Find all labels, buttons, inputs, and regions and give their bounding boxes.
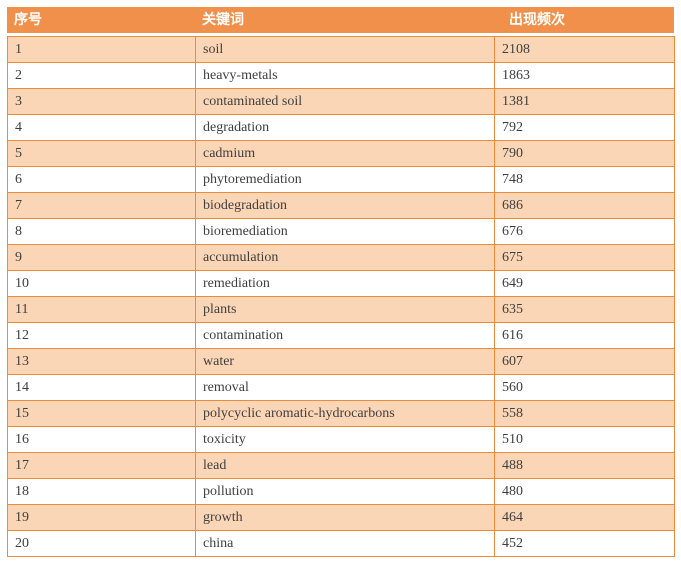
cell-frequency: 616 xyxy=(494,322,675,349)
cell-keyword: heavy-metals xyxy=(195,62,495,89)
cell-index: 7 xyxy=(7,192,196,219)
cell-frequency: 675 xyxy=(494,244,675,271)
cell-frequency: 676 xyxy=(494,218,675,245)
cell-frequency: 792 xyxy=(494,114,675,141)
cell-frequency: 480 xyxy=(494,478,675,505)
table-row: 7 biodegradation 686 xyxy=(7,192,675,219)
cell-index: 9 xyxy=(7,244,196,271)
cell-index: 19 xyxy=(7,504,196,531)
table-row: 3 contaminated soil 1381 xyxy=(7,88,675,115)
cell-index: 1 xyxy=(7,36,196,63)
cell-index: 18 xyxy=(7,478,196,505)
table-row: 4 degradation 792 xyxy=(7,114,675,141)
cell-keyword: toxicity xyxy=(195,426,495,453)
header-index: 序号 xyxy=(14,12,42,28)
table-row: 1 soil 2108 xyxy=(7,36,675,63)
table-row: 18 pollution 480 xyxy=(7,478,675,505)
cell-index: 16 xyxy=(7,426,196,453)
cell-keyword: contaminated soil xyxy=(195,88,495,115)
cell-keyword: contamination xyxy=(195,322,495,349)
cell-index: 4 xyxy=(7,114,196,141)
cell-index: 15 xyxy=(7,400,196,427)
cell-frequency: 635 xyxy=(494,296,675,323)
cell-keyword: biodegradation xyxy=(195,192,495,219)
table-row: 17 lead 488 xyxy=(7,452,675,479)
header-frequency: 出现频次 xyxy=(509,12,565,28)
cell-keyword: lead xyxy=(195,452,495,479)
table-row: 14 removal 560 xyxy=(7,374,675,401)
cell-keyword: growth xyxy=(195,504,495,531)
cell-index: 3 xyxy=(7,88,196,115)
table-row: 15 polycyclic aromatic-hydrocarbons 558 xyxy=(7,400,675,427)
cell-keyword: pollution xyxy=(195,478,495,505)
cell-index: 12 xyxy=(7,322,196,349)
cell-frequency: 790 xyxy=(494,140,675,167)
cell-keyword: bioremediation xyxy=(195,218,495,245)
cell-index: 14 xyxy=(7,374,196,401)
cell-index: 20 xyxy=(7,530,196,557)
cell-keyword: polycyclic aromatic-hydrocarbons xyxy=(195,400,495,427)
cell-keyword: soil xyxy=(195,36,495,63)
cell-keyword: phytoremediation xyxy=(195,166,495,193)
table-row: 5 cadmium 790 xyxy=(7,140,675,167)
cell-keyword: cadmium xyxy=(195,140,495,167)
table-row: 6 phytoremediation 748 xyxy=(7,166,675,193)
cell-index: 13 xyxy=(7,348,196,375)
table-row: 19 growth 464 xyxy=(7,504,675,531)
cell-index: 5 xyxy=(7,140,196,167)
keyword-frequency-table: 序号 关键词 出现频次 1 soil 2108 2 heavy-metals 1863 3 c… xyxy=(7,7,675,557)
table-row: 12 contamination 616 xyxy=(7,322,675,349)
table-row: 8 bioremediation 676 xyxy=(7,218,675,245)
header-keyword: 关键词 xyxy=(202,12,244,28)
cell-keyword: water xyxy=(195,348,495,375)
table-header-row: 序号 关键词 出现频次 xyxy=(7,7,674,33)
cell-keyword: china xyxy=(195,530,495,557)
cell-keyword: degradation xyxy=(195,114,495,141)
cell-frequency: 560 xyxy=(494,374,675,401)
cell-keyword: remediation xyxy=(195,270,495,297)
cell-frequency: 686 xyxy=(494,192,675,219)
table-row: 16 toxicity 510 xyxy=(7,426,675,453)
cell-frequency: 452 xyxy=(494,530,675,557)
cell-frequency: 748 xyxy=(494,166,675,193)
cell-frequency: 2108 xyxy=(494,36,675,63)
table-row: 9 accumulation 675 xyxy=(7,244,675,271)
table-row: 13 water 607 xyxy=(7,348,675,375)
table-row: 20 china 452 xyxy=(7,530,675,557)
table-row: 11 plants 635 xyxy=(7,296,675,323)
cell-frequency: 1381 xyxy=(494,88,675,115)
cell-frequency: 464 xyxy=(494,504,675,531)
cell-index: 17 xyxy=(7,452,196,479)
cell-keyword: removal xyxy=(195,374,495,401)
cell-index: 6 xyxy=(7,166,196,193)
cell-frequency: 607 xyxy=(494,348,675,375)
cell-frequency: 1863 xyxy=(494,62,675,89)
table-row: 10 remediation 649 xyxy=(7,270,675,297)
cell-keyword: plants xyxy=(195,296,495,323)
cell-keyword: accumulation xyxy=(195,244,495,271)
cell-frequency: 558 xyxy=(494,400,675,427)
cell-index: 10 xyxy=(7,270,196,297)
table-body-rows: 1 soil 2108 2 heavy-metals 1863 3 contaminated … xyxy=(7,36,675,557)
cell-frequency: 488 xyxy=(494,452,675,479)
cell-frequency: 510 xyxy=(494,426,675,453)
cell-index: 8 xyxy=(7,218,196,245)
table-body: 1 soil 2108 2 heavy-metals 1863 3 contaminated … xyxy=(7,36,675,557)
table-row: 2 heavy-metals 1863 xyxy=(7,62,675,89)
cell-index: 11 xyxy=(7,296,196,323)
cell-frequency: 649 xyxy=(494,270,675,297)
cell-index: 2 xyxy=(7,62,196,89)
